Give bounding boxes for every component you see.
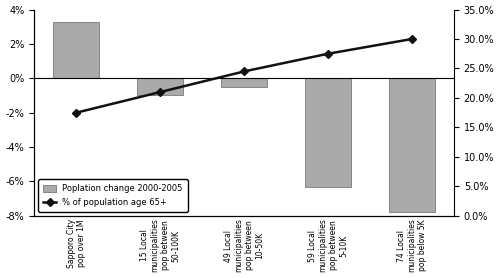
Bar bbox=[137, 78, 183, 95]
Bar bbox=[389, 78, 435, 212]
Bar bbox=[221, 78, 267, 87]
Legend: Poplation change 2000-2005, % of population age 65+: Poplation change 2000-2005, % of populat… bbox=[38, 180, 188, 212]
Bar bbox=[305, 78, 351, 187]
Bar bbox=[53, 22, 100, 78]
